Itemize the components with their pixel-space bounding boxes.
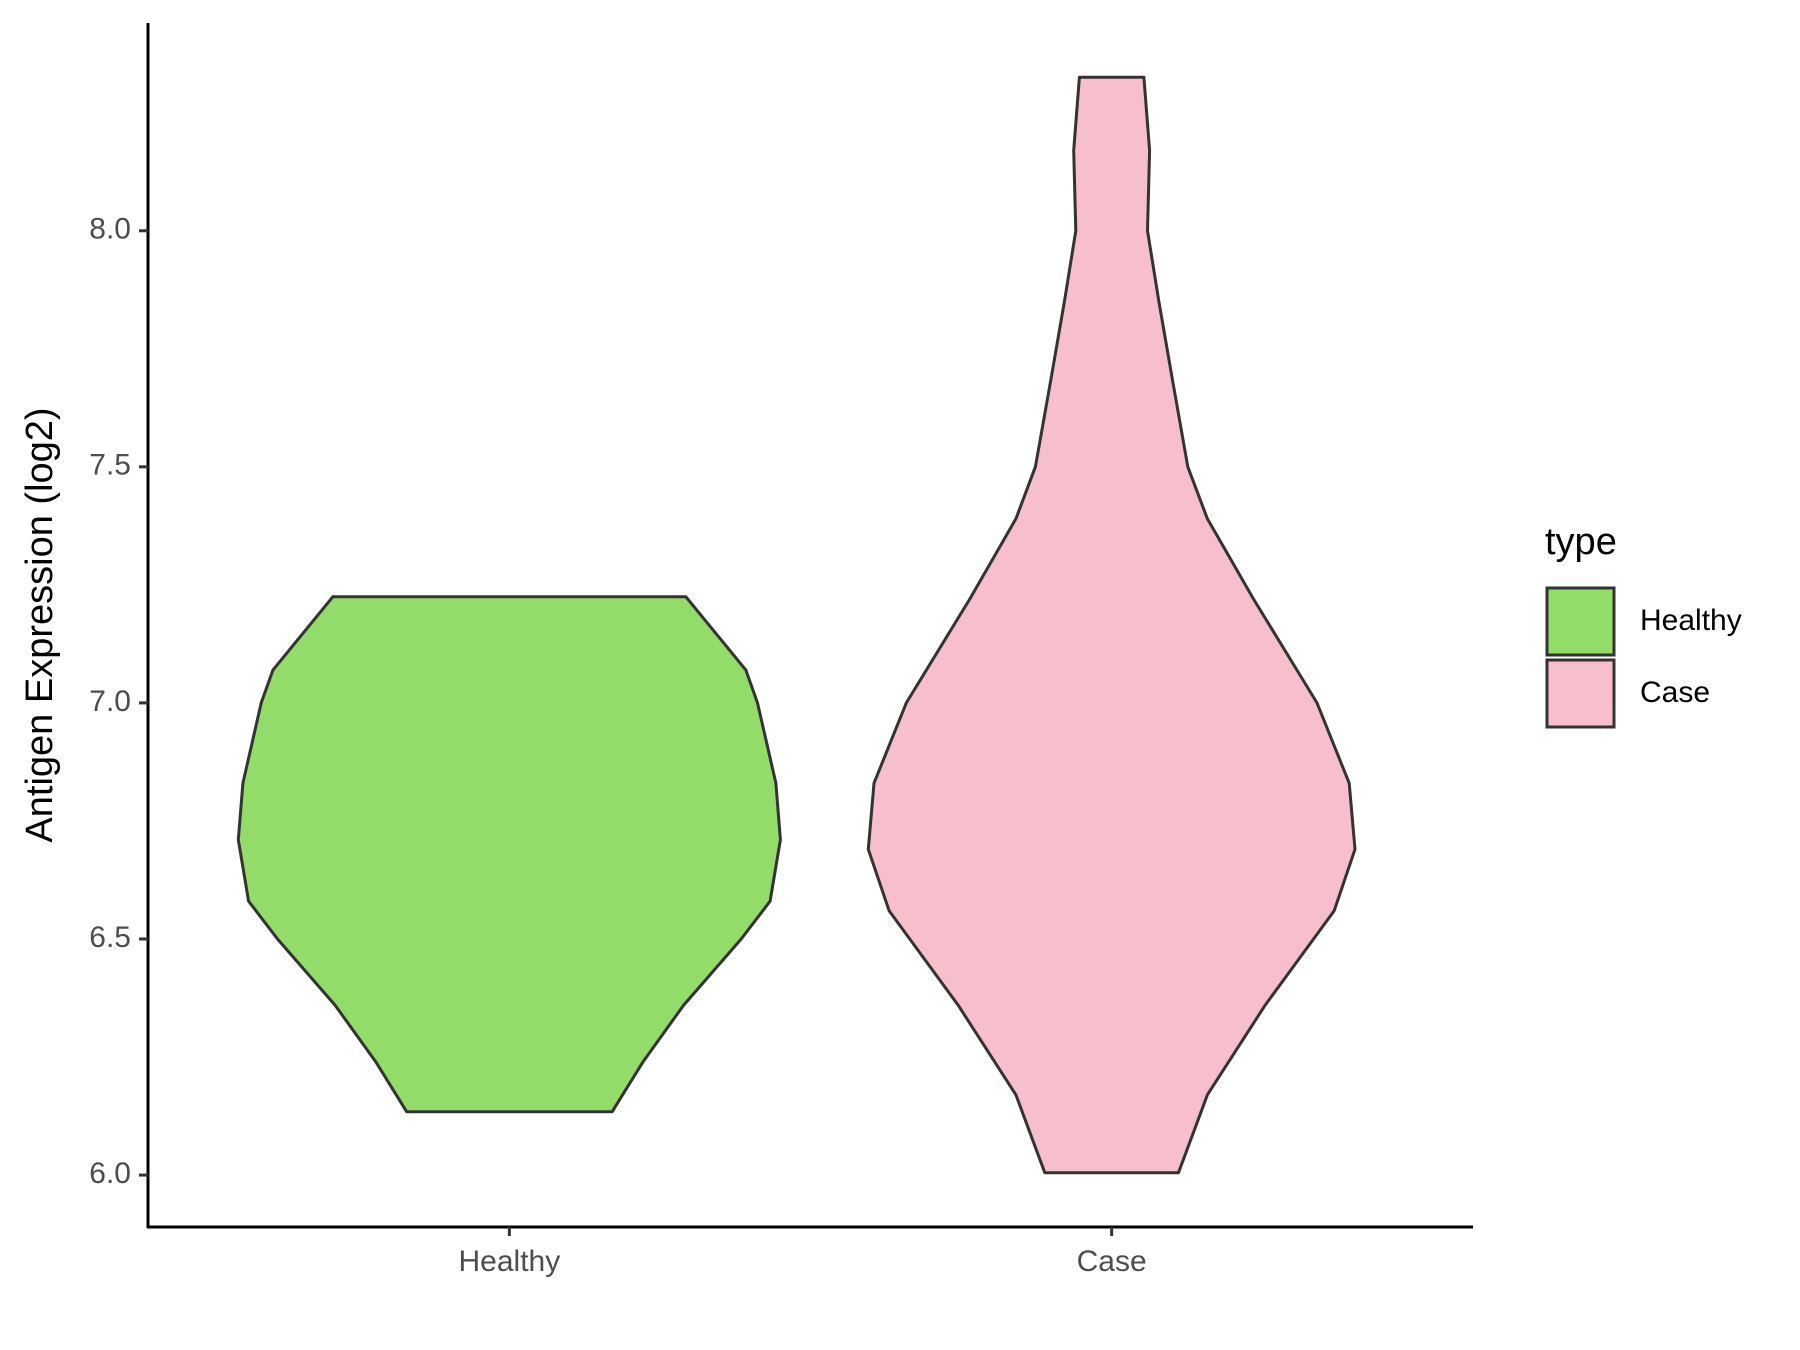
y-tick-label: 6.5 (89, 921, 131, 954)
y-tick-label: 6.0 (89, 1157, 131, 1190)
violin (236, 595, 782, 1114)
legend-key (1545, 658, 1616, 729)
legend-title: type (1545, 521, 1617, 563)
legend-key (1545, 586, 1616, 657)
violin (866, 75, 1357, 1175)
y-tick-label: 7.5 (89, 449, 131, 482)
y-axis-title: Antigen Expression (log2) (19, 407, 61, 842)
y-tick-label: 8.0 (89, 213, 131, 246)
y-tick-label: 7.0 (89, 685, 131, 718)
legend-label: Healthy (1640, 604, 1742, 637)
x-tick-label: Healthy (459, 1245, 561, 1278)
legend-label: Case (1640, 676, 1710, 709)
x-tick-label: Case (1077, 1245, 1147, 1278)
